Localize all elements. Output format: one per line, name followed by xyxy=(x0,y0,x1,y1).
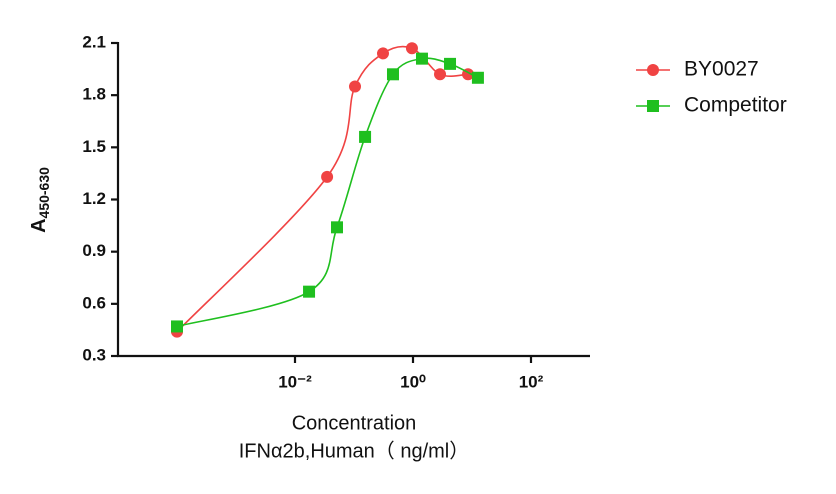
y-tick-label: 1.5 xyxy=(82,137,106,156)
fit-line xyxy=(176,57,479,328)
x-tick-label: 10² xyxy=(519,372,544,391)
y-tick-label: 1.2 xyxy=(82,189,106,208)
y-tick-label: 0.6 xyxy=(82,293,106,312)
y-axis-label: A450-630 xyxy=(28,167,51,233)
y-tick-label: 0.3 xyxy=(82,345,106,364)
point xyxy=(321,170,334,183)
point xyxy=(434,68,447,81)
y-tick-label: 0.9 xyxy=(82,241,106,260)
y-label-main: A xyxy=(28,218,50,232)
point xyxy=(415,52,428,65)
y-tick-label: 1.8 xyxy=(82,85,106,104)
x-axis-label: IFNα2b,Human（ ng/ml） xyxy=(239,439,470,462)
point xyxy=(405,42,418,55)
point xyxy=(386,68,399,81)
point xyxy=(349,80,362,93)
point xyxy=(330,221,343,234)
legend-label: BY0027 xyxy=(684,58,759,81)
x-tick-label: 10⁻² xyxy=(278,372,312,391)
y-label-sub: 450-630 xyxy=(36,167,52,219)
point xyxy=(444,57,457,70)
point xyxy=(359,130,372,143)
y-tick-label: 2.1 xyxy=(82,32,106,51)
x-axis-label: Concentration xyxy=(292,412,417,434)
x-tick-label: 10⁰ xyxy=(400,372,426,391)
point xyxy=(471,71,484,84)
fit-line xyxy=(176,45,469,333)
legend-marker xyxy=(647,100,659,112)
point xyxy=(171,320,183,333)
point xyxy=(376,47,389,60)
legend-label: Competitor xyxy=(684,94,787,117)
legend-marker xyxy=(647,64,659,76)
point xyxy=(303,285,316,298)
